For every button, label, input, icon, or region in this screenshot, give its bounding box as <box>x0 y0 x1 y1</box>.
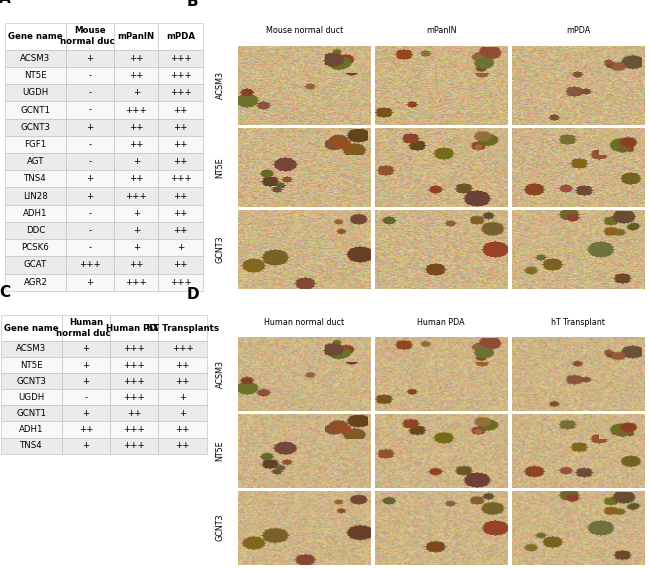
Text: mPDA: mPDA <box>566 26 590 35</box>
Text: A: A <box>0 0 11 6</box>
Text: Human PDA: Human PDA <box>417 319 465 327</box>
Text: B: B <box>187 0 199 9</box>
Text: NT5E: NT5E <box>216 157 225 178</box>
Text: ACSM3: ACSM3 <box>216 360 225 388</box>
Text: ACSM3: ACSM3 <box>216 71 225 100</box>
Text: D: D <box>187 287 200 303</box>
Text: Mouse normal duct: Mouse normal duct <box>266 26 343 35</box>
Text: NT5E: NT5E <box>216 440 225 461</box>
Text: hT Transplant: hT Transplant <box>551 319 605 327</box>
Text: Human normal duct: Human normal duct <box>264 319 344 327</box>
Text: C: C <box>0 285 10 300</box>
Text: mPanIN: mPanIN <box>426 26 456 35</box>
Text: GCNT3: GCNT3 <box>216 514 225 542</box>
Text: GCNT3: GCNT3 <box>216 236 225 263</box>
